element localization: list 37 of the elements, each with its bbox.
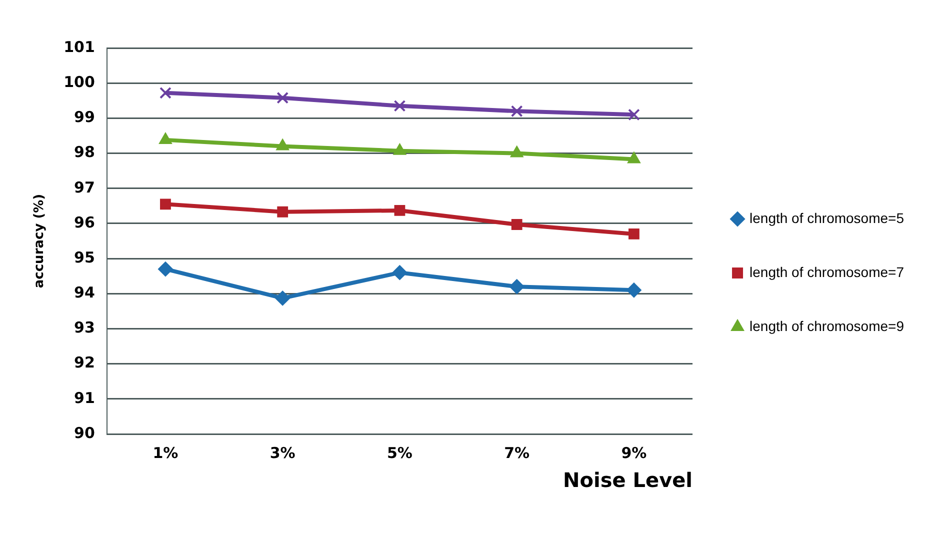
x-axis-title: Noise Level (562, 468, 693, 492)
y-tick-label: 94 (74, 284, 95, 302)
point (392, 265, 408, 280)
point (626, 282, 642, 298)
y-tick-label: 98 (74, 143, 95, 162)
legend-label: length of chromosome=7 (750, 264, 904, 280)
x-tick-label: 1% (152, 444, 178, 462)
legend-label: length of chromosome=9 (750, 318, 904, 334)
point (277, 206, 288, 218)
point (510, 105, 523, 118)
x-tick-label: 3% (270, 444, 296, 462)
point (275, 290, 290, 306)
point (158, 262, 173, 277)
point (394, 100, 406, 112)
point (628, 108, 640, 121)
point (276, 92, 289, 104)
y-tick-label: 93 (74, 318, 95, 337)
y-tick-label: 97 (74, 178, 95, 196)
point (509, 279, 524, 294)
point (511, 219, 522, 230)
y-tick-label: 96 (74, 213, 95, 232)
y-tick-label: 100 (64, 72, 95, 91)
point (160, 86, 172, 99)
point (160, 198, 171, 210)
point (394, 205, 406, 216)
y-tick-label: 90 (74, 424, 95, 442)
point (628, 228, 640, 240)
y-tick-label: 101 (64, 38, 95, 56)
y-tick-label: 99 (74, 108, 95, 126)
legend-label: length of chromosome=5 (750, 210, 904, 226)
x-tick-label: 9% (621, 444, 647, 462)
y-tick-label: 92 (74, 354, 95, 372)
x-tick-label: 7% (504, 444, 530, 462)
y-tick-label: 95 (74, 248, 95, 266)
y-axis-title: accuracy (%) (32, 194, 48, 288)
x-tick-label: 5% (386, 444, 412, 462)
y-tick-label: 91 (74, 388, 95, 407)
